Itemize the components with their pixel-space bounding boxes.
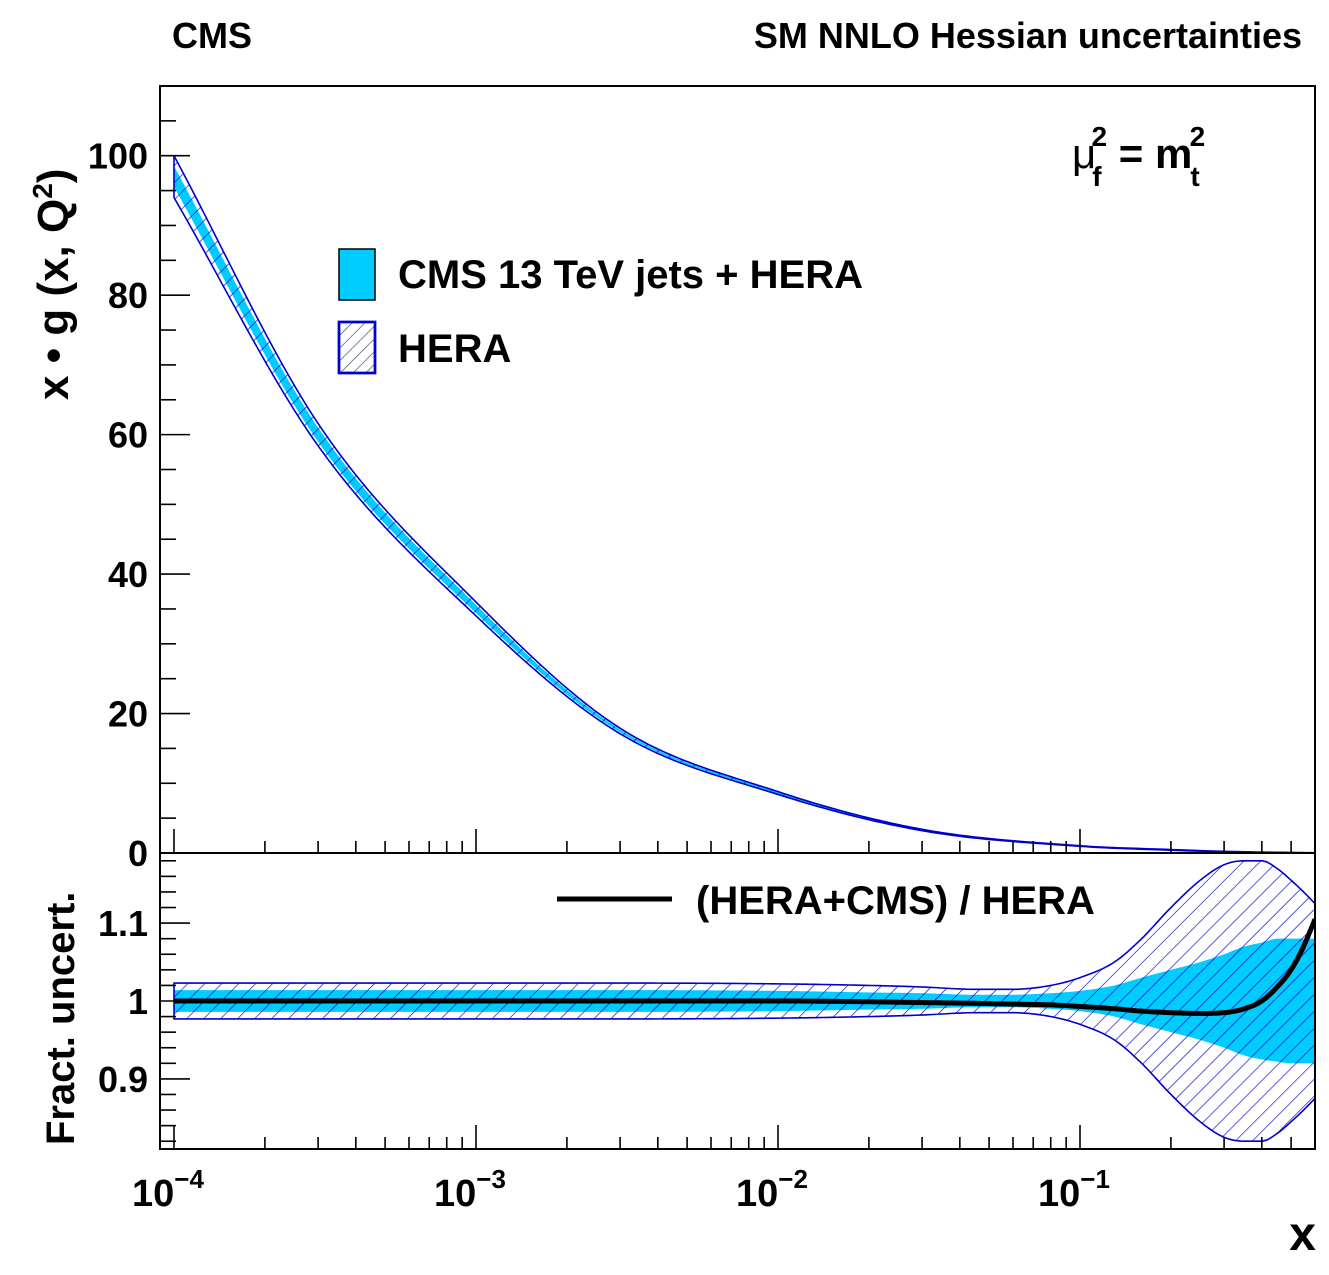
legend-label-ratio: (HERA+CMS) / HERA	[696, 879, 1095, 923]
scale-label: μf 2 = mt 2	[1072, 121, 1205, 192]
bottom-ytick-label: 0.9	[98, 1059, 148, 1100]
top-ylabel-main: x • g (x, Q	[29, 199, 78, 400]
scale-mu: μ	[1072, 130, 1096, 177]
top-ytick-label: 40	[108, 554, 148, 595]
top-ytick-label: 80	[108, 275, 148, 316]
scale-mu-sub: f	[1092, 161, 1102, 192]
bottom-legend: (HERA+CMS) / HERA	[557, 879, 1095, 923]
xtick-label: 10−3	[434, 1164, 506, 1215]
scale-m-sub: t	[1190, 161, 1199, 192]
top-frame	[159, 85, 1316, 854]
fit-description: SM NNLO Hessian uncertainties	[754, 15, 1302, 56]
top-ytick-label: 0	[128, 833, 148, 874]
xtick-label: 10−2	[736, 1164, 808, 1215]
top-legend: CMS 13 TeV jets + HERA HERA	[337, 248, 863, 375]
top-ytick-label: 60	[108, 415, 148, 456]
legend-swatch-hera	[337, 320, 377, 375]
top-ylabel: x • g (x, Q2)	[27, 169, 78, 400]
ratio-panel: 0.911.1 10−4 10−3 10−2 10−1 Fract. uncert. …	[39, 852, 1316, 1261]
bottom-ylabel: Fract. uncert.	[39, 892, 83, 1145]
bottom-ytick-label: 1.1	[98, 903, 148, 944]
top-ylabel-sup: 2	[27, 183, 58, 199]
scale-eq: = m	[1107, 130, 1192, 177]
legend-label-hera: HERA	[398, 327, 511, 371]
legend-label-cms: CMS 13 TeV jets + HERA	[398, 253, 863, 297]
x-axis-label: x	[1289, 1208, 1316, 1261]
legend-swatch-cms	[338, 248, 376, 301]
top-ylabel-close: )	[29, 169, 78, 184]
experiment-label: CMS	[172, 15, 252, 56]
bottom-ytick-label: 1	[128, 981, 148, 1022]
top-ytick-label: 100	[88, 136, 148, 177]
xtick-label: 10−4	[132, 1164, 204, 1215]
top-ytick-label: 20	[108, 694, 148, 735]
scale-mu-sup: 2	[1092, 121, 1108, 152]
scale-m-sup: 2	[1190, 121, 1206, 152]
hera-band	[173, 155, 1315, 853]
ratio-line	[174, 918, 1315, 1016]
xtick-label: 10−1	[1038, 1164, 1110, 1215]
